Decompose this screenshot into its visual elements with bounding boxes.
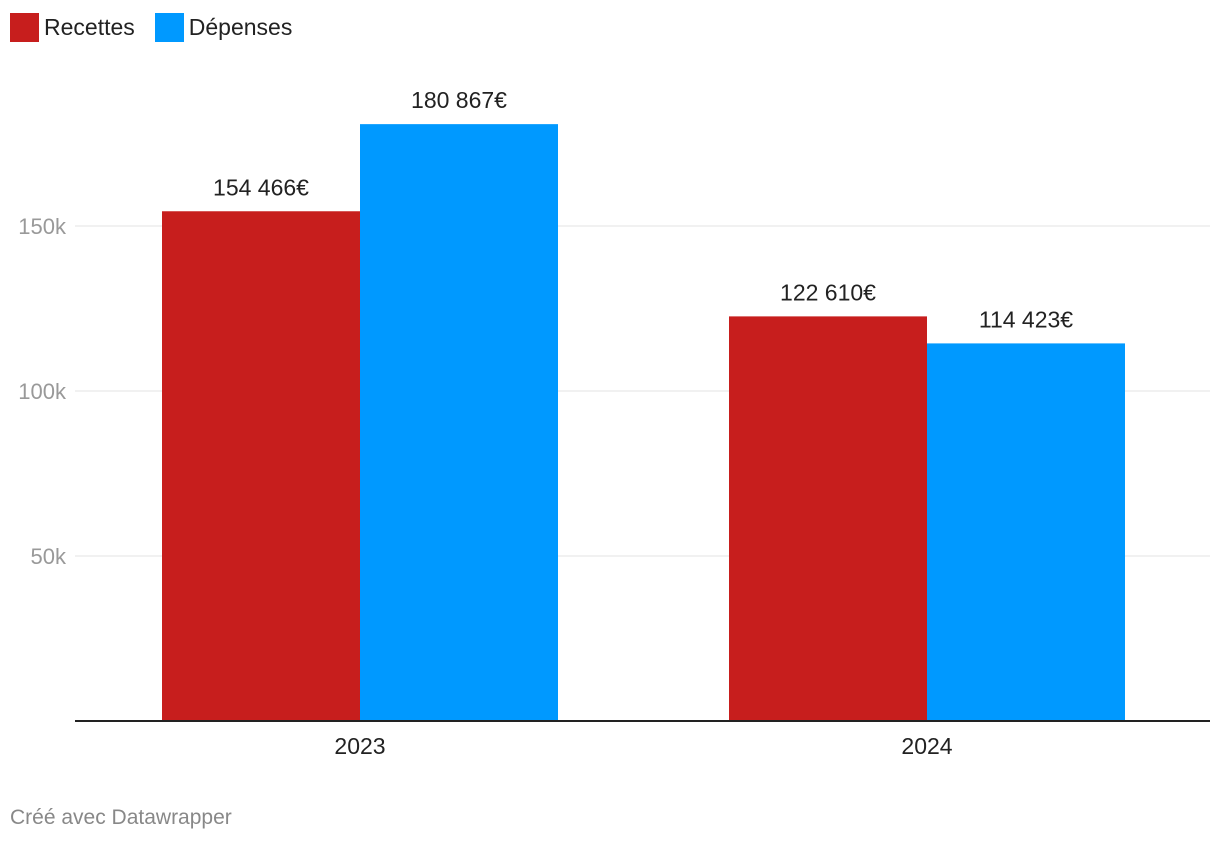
y-tick-label-100k: 100k xyxy=(18,379,67,404)
legend-label-depenses: Dépenses xyxy=(188,13,293,40)
bar-chart: 50k 100k 150k 154 466€ 180 867€ 2023 122 610€ 1… xyxy=(18,87,1210,759)
legend-item-depenses: Dépenses xyxy=(154,12,293,42)
y-tick-label-50k: 50k xyxy=(31,544,67,569)
data-label-dpenses-2023: 180 867€ xyxy=(411,87,507,113)
x-tick-label-2024: 2024 xyxy=(901,733,952,759)
x-tick-label-2023: 2023 xyxy=(334,733,385,759)
bar-recettes-2023 xyxy=(162,211,360,721)
bar-recettes-2024 xyxy=(729,316,927,721)
bar-dpenses-2024 xyxy=(927,343,1125,721)
data-label-dpenses-2024: 114 423€ xyxy=(979,306,1073,332)
legend-swatch-depenses xyxy=(154,12,184,42)
legend-swatch-recettes xyxy=(10,12,39,42)
data-label-recettes-2024: 122 610€ xyxy=(780,279,876,305)
legend-item-recettes: Recettes xyxy=(10,12,135,42)
footer-credit: Créé avec Datawrapper xyxy=(10,806,232,829)
chart-legend: Recettes Dépenses xyxy=(10,12,312,42)
data-label-recettes-2023: 154 466€ xyxy=(213,174,309,200)
bar-dpenses-2023 xyxy=(360,124,558,721)
legend-label-recettes: Recettes xyxy=(44,13,135,40)
y-tick-label-150k: 150k xyxy=(18,214,67,239)
